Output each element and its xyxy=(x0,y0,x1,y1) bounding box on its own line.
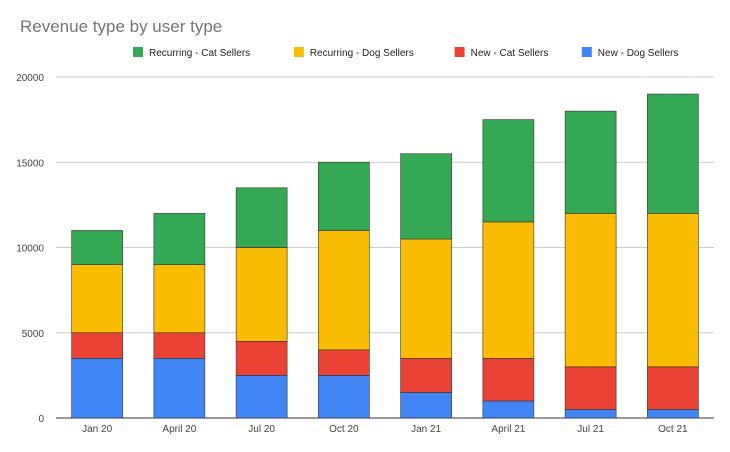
bar-new-dog-sellers-oct-20 xyxy=(318,375,370,419)
bar-new-dog-sellers-april-20 xyxy=(153,358,206,419)
bar-recurring-cat-sellers-jul-21 xyxy=(564,110,617,214)
x-tick-label-april-21: April 21 xyxy=(491,424,525,435)
bar-new-cat-sellers-april-20 xyxy=(153,332,206,359)
x-tick-label-april-20: April 20 xyxy=(162,424,196,435)
legend-label-recurring-dog-sellers: Recurring - Dog Sellers xyxy=(310,48,414,59)
y-tick-label-10000: 10000 xyxy=(16,244,44,255)
y-tick-label-15000: 15000 xyxy=(16,158,44,169)
legend-swatch-recurring-dog-sellers xyxy=(293,47,304,57)
bar-recurring-dog-sellers-april-20 xyxy=(153,264,206,334)
bar-new-cat-sellers-oct-21 xyxy=(647,366,699,410)
legend-label-new-dog-sellers: New - Dog Sellers xyxy=(598,48,679,59)
bar-recurring-dog-sellers-jul-21 xyxy=(564,213,617,368)
chart-title: Revenue type by user type xyxy=(20,17,223,36)
bar-recurring-cat-sellers-jan-20 xyxy=(71,230,123,265)
bar-recurring-cat-sellers-april-21 xyxy=(482,119,535,223)
bar-new-dog-sellers-jan-20 xyxy=(71,358,123,419)
x-tick-label-jan-21: Jan 21 xyxy=(411,424,441,435)
bar-new-cat-sellers-jul-21 xyxy=(564,366,617,410)
legend-label-new-cat-sellers: New - Cat Sellers xyxy=(471,48,549,59)
y-tick-label-5000: 5000 xyxy=(22,329,45,340)
x-tick-label-jan-20: Jan 20 xyxy=(82,424,112,435)
x-tick-label-jul-20: Jul 20 xyxy=(248,424,275,435)
legend-swatch-new-cat-sellers xyxy=(454,47,465,57)
bar-new-dog-sellers-jul-20 xyxy=(235,375,288,419)
bar-new-dog-sellers-jul-21 xyxy=(564,409,617,419)
legend-label-recurring-cat-sellers: Recurring - Cat Sellers xyxy=(149,48,250,59)
bar-new-cat-sellers-oct-20 xyxy=(318,349,370,376)
bar-new-dog-sellers-jan-21 xyxy=(400,392,452,419)
x-tick-label-oct-20: Oct 20 xyxy=(329,424,359,435)
bar-recurring-dog-sellers-oct-20 xyxy=(318,230,370,351)
x-tick-label-jul-21: Jul 21 xyxy=(577,424,604,435)
legend-swatch-recurring-cat-sellers xyxy=(133,47,143,57)
bar-recurring-cat-sellers-jul-20 xyxy=(235,187,288,248)
bar-recurring-dog-sellers-april-21 xyxy=(482,221,535,359)
bar-new-dog-sellers-april-21 xyxy=(482,400,535,419)
bar-recurring-dog-sellers-oct-21 xyxy=(647,213,699,368)
y-tick-label-0: 0 xyxy=(38,414,44,425)
bar-recurring-cat-sellers-jan-21 xyxy=(400,153,452,240)
bar-recurring-cat-sellers-oct-20 xyxy=(318,161,370,231)
bar-new-cat-sellers-jan-21 xyxy=(400,358,452,393)
legend-swatch-new-dog-sellers xyxy=(581,47,592,57)
bar-recurring-cat-sellers-oct-21 xyxy=(647,93,699,214)
bar-new-cat-sellers-jan-20 xyxy=(71,332,123,359)
x-tick-label-oct-21: Oct 21 xyxy=(658,424,688,435)
bar-recurring-dog-sellers-jan-21 xyxy=(400,238,452,359)
bar-recurring-dog-sellers-jan-20 xyxy=(71,264,123,334)
y-tick-label-20000: 20000 xyxy=(16,73,44,84)
bar-recurring-dog-sellers-jul-20 xyxy=(235,247,288,342)
bar-new-cat-sellers-april-21 xyxy=(482,358,535,402)
bar-recurring-cat-sellers-april-20 xyxy=(153,213,206,265)
bar-new-cat-sellers-jul-20 xyxy=(235,340,288,376)
bar-new-dog-sellers-oct-21 xyxy=(647,409,699,419)
